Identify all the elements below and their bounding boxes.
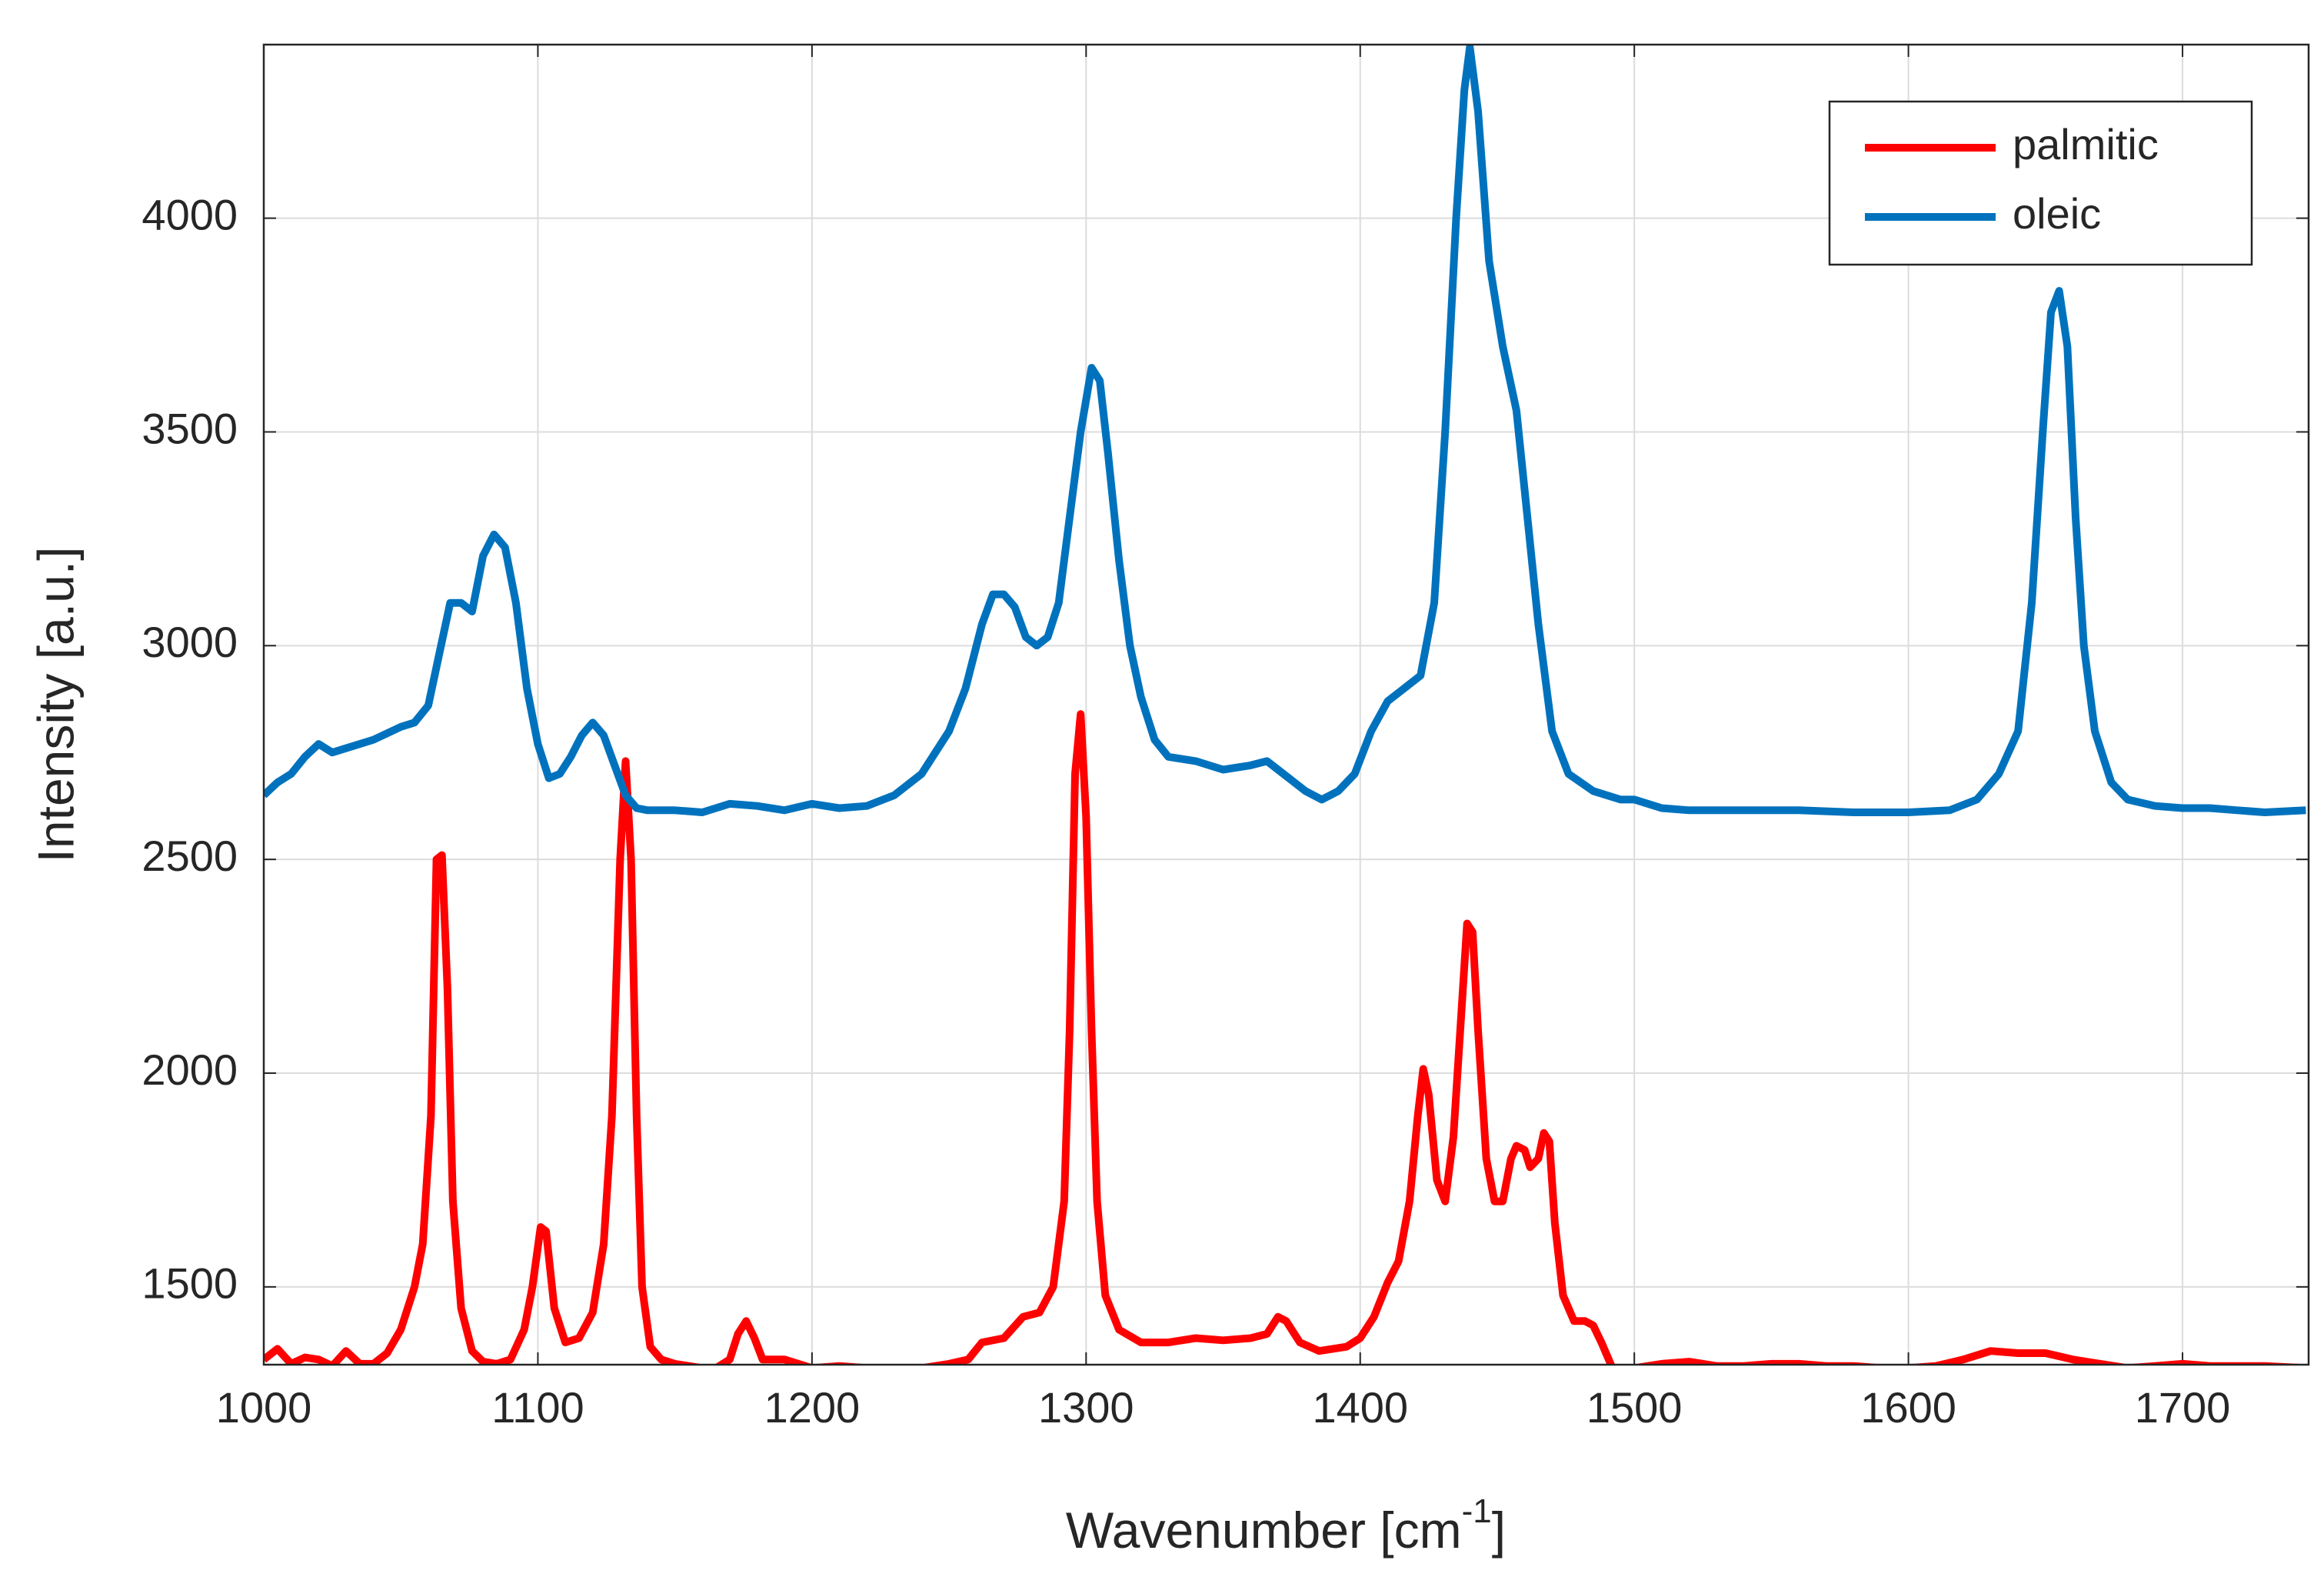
plot-frame [262,43,2310,1366]
x-label-main: Wavenumber [cm [1066,1502,1462,1559]
x-tick-label: 1700 [2135,1383,2231,1432]
x-tick-label: 1200 [764,1383,861,1432]
x-label-sup: -1 [1462,1492,1492,1530]
x-label-end: ] [1492,1502,1506,1559]
legend-label: oleic [2013,189,2101,238]
x-axis-label: Wavenumber [cm-1] [1066,1492,1506,1559]
x-tick-label: 1400 [1312,1383,1408,1432]
x-tick-label: 1100 [491,1383,584,1432]
x-tick-label: 1300 [1038,1383,1134,1432]
y-tick-label: 1500 [142,1259,238,1308]
series-line [264,710,2306,1365]
y-tick-label: 3000 [142,618,238,666]
y-tick-label: 4000 [142,190,238,238]
y-axis-label: Intensity [a.u.] [27,547,84,863]
legend-box [1828,100,2253,266]
y-tick-label: 2500 [142,832,238,880]
x-tick-label: 1600 [1860,1383,1956,1432]
x-tick-label: 1000 [216,1383,312,1432]
y-tick-label: 2000 [142,1045,238,1094]
y-tick-label: 3500 [142,404,238,452]
legend-label: palmitic [2013,120,2159,168]
x-tick-label: 1500 [1587,1383,1683,1432]
series-line [264,45,2306,816]
